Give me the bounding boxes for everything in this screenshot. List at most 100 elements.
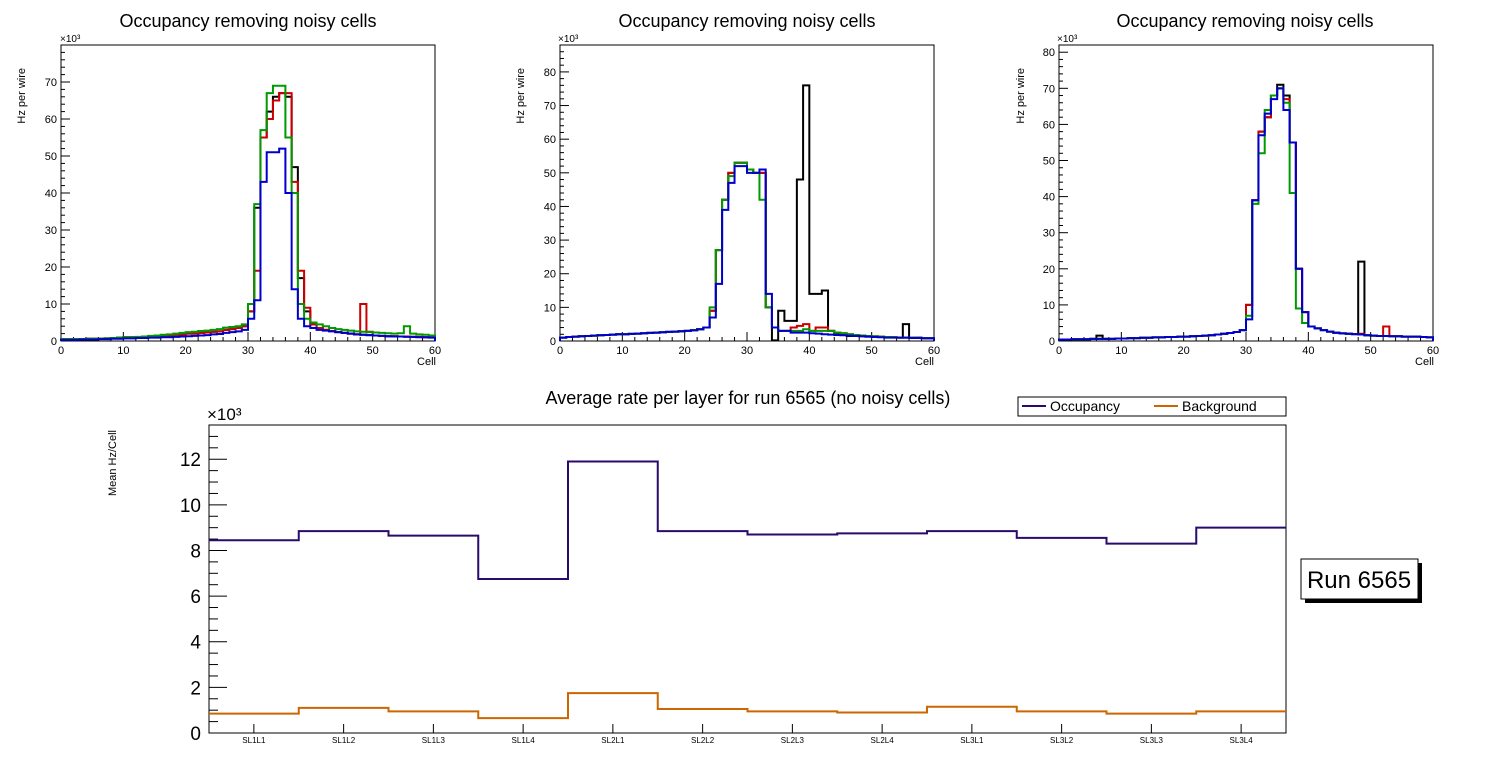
x-tick-label: 0 [557,345,563,357]
x-tick-label: 40 [304,345,316,357]
x-tick-label: 60 [928,345,940,357]
x-category-label: SL2L3 [781,736,805,745]
x-category-label: SL1L4 [512,736,536,745]
x-tick-label: 10 [616,345,628,357]
series-green-line [60,84,436,341]
y-tick-label: 10 [544,302,556,314]
y-tick-label: 40 [1043,192,1055,204]
y-tick-label: 10 [180,496,201,517]
y-tick-label: 30 [1043,228,1055,240]
y-tick-label: 60 [544,134,556,146]
y-tick-label: 10 [45,299,57,311]
series-black-line [1058,83,1434,341]
series-background-line [209,692,1286,720]
y-tick-label: 30 [45,225,57,237]
x-tick-label: 50 [367,345,379,357]
x-category-label: SL3L1 [960,736,984,745]
x-tick-label: 60 [429,345,441,357]
occupancy-panel-2: Occupancy removing noisy cells Hz per wi… [515,11,940,368]
x-category-label: SL2L1 [601,736,625,745]
series-blue-line [1058,87,1434,341]
legend-background-label: Background [1182,398,1257,414]
x-tick-label: 20 [180,345,192,357]
y-tick-label: 40 [45,188,57,200]
panel-2-x-label: Cell [915,356,934,368]
series-blue-line [559,165,935,341]
x-tick-label: 40 [1302,345,1314,357]
x-tick-label: 60 [1427,345,1439,357]
panel-3-title: Occupancy removing noisy cells [1116,11,1373,31]
panel-3-frame [1058,44,1434,342]
panel-1-title: Occupancy removing noisy cells [119,11,376,31]
x-tick-label: 20 [1178,345,1190,357]
bottom-y-label: Mean Hz/Cell [107,430,119,496]
series-red-line [1058,87,1434,341]
panel-1-y-label: Hz per wire [16,68,28,124]
y-tick-label: 0 [190,724,201,745]
occupancy-panel-3: Occupancy removing noisy cells Hz per wi… [1015,11,1439,368]
x-tick-label: 10 [117,345,129,357]
occupancy-panel-1: Occupancy removing noisy cells Hz per wi… [16,11,441,368]
x-tick-label: 20 [679,345,691,357]
y-tick-label: 40 [544,201,556,213]
x-category-label: SL1L1 [242,736,266,745]
average-rate-panel: Average rate per layer for run 6565 (no … [107,388,1422,745]
y-tick-label: 12 [180,450,201,471]
y-tick-label: 50 [1043,156,1055,168]
panel-2-y-label: Hz per wire [515,68,527,124]
x-tick-label: 50 [866,345,878,357]
x-tick-label: 10 [1115,345,1127,357]
series-black-line [559,84,935,342]
x-tick-label: 30 [1240,345,1252,357]
x-category-label: SL3L4 [1230,736,1254,745]
y-tick-label: 8 [190,541,201,562]
y-tick-label: 20 [45,262,57,274]
y-tick-label: 50 [544,168,556,180]
x-tick-label: 0 [58,345,64,357]
x-tick-label: 0 [1056,345,1062,357]
y-tick-label: 2 [190,678,201,699]
run-label-box: Run 6565 [1300,558,1422,603]
legend-box [1017,396,1287,417]
x-category-label: SL1L2 [332,736,356,745]
y-tick-label: 80 [1043,47,1055,59]
series-green-line [1058,87,1434,341]
run-label-frame [1300,558,1419,600]
series-blue-line [60,147,436,341]
y-tick-label: 80 [544,67,556,79]
x-tick-label: 30 [741,345,753,357]
x-tick-label: 30 [242,345,254,357]
bottom-legend: Occupancy Background [1017,396,1287,417]
legend-occupancy-label: Occupancy [1050,398,1120,414]
panel-2-frame [559,44,935,342]
x-category-label: SL2L4 [871,736,895,745]
panel-1-y-scale: ×10³ [60,34,81,45]
series-occupancy-line [209,460,1286,580]
y-tick-label: 70 [544,101,556,113]
y-tick-label: 50 [45,151,57,163]
panel-2-title: Occupancy removing noisy cells [618,11,875,31]
y-tick-label: 0 [51,336,57,348]
x-tick-label: 50 [1365,345,1377,357]
y-tick-label: 0 [1049,336,1055,348]
run-label-text: Run 6565 [1307,567,1411,594]
y-tick-label: 20 [1043,264,1055,276]
y-tick-label: 60 [1043,119,1055,131]
series-red-line [559,161,935,341]
bottom-y-scale: ×10³ [207,405,242,424]
y-tick-label: 6 [190,587,201,608]
panel-1-x-label: Cell [417,356,436,368]
series-green-line [559,161,935,341]
y-tick-label: 70 [45,77,57,89]
x-category-label: SL3L2 [1050,736,1074,745]
bottom-frame [208,424,1287,734]
bottom-title: Average rate per layer for run 6565 (no … [546,388,951,408]
panel-3-x-label: Cell [1415,356,1434,368]
y-tick-label: 10 [1043,300,1055,312]
x-category-label: SL1L3 [422,736,446,745]
panel-3-y-label: Hz per wire [1015,68,1027,124]
y-tick-label: 60 [45,114,57,126]
y-tick-label: 4 [190,633,201,654]
y-tick-label: 20 [544,269,556,281]
